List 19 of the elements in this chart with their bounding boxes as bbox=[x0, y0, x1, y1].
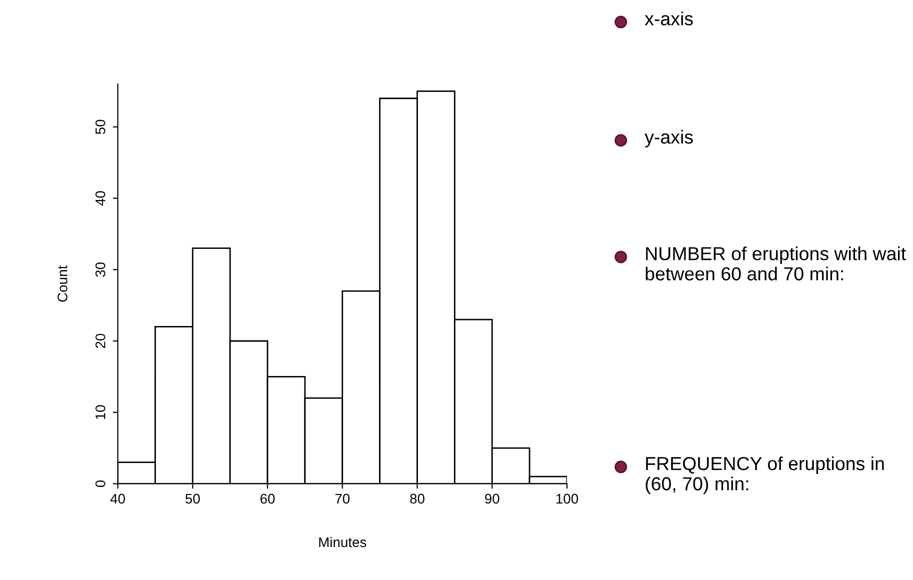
text: y-axis bbox=[644, 130, 693, 148]
y-tick-label: 0 bbox=[95, 480, 106, 488]
y-tick-label: 30 bbox=[95, 262, 106, 277]
y-tick-label: 40 bbox=[95, 191, 106, 206]
y-tick-label: 20 bbox=[95, 334, 106, 348]
y-axis-title: Count bbox=[58, 265, 68, 302]
text: x-axis bbox=[644, 12, 693, 26]
x-tick-label: 50 bbox=[185, 494, 200, 504]
text: FREQUENCY of eruptions in (60, 70) min: bbox=[646, 456, 884, 494]
x-tick-label: 100 bbox=[556, 494, 578, 504]
y-tick-label: 10 bbox=[95, 405, 106, 420]
x-tick-label: 40 bbox=[110, 494, 125, 504]
x-tick-label: 80 bbox=[410, 494, 424, 504]
y-tick-label: 50 bbox=[95, 120, 106, 134]
x-tick-label: 90 bbox=[485, 494, 500, 504]
x-tick-label: 70 bbox=[335, 494, 350, 504]
text: NUMBER of eruptions with wait between 60 and 70 min: bbox=[646, 246, 906, 280]
x-tick-label: 60 bbox=[260, 494, 275, 504]
x-axis-title: Minutes bbox=[319, 536, 366, 548]
